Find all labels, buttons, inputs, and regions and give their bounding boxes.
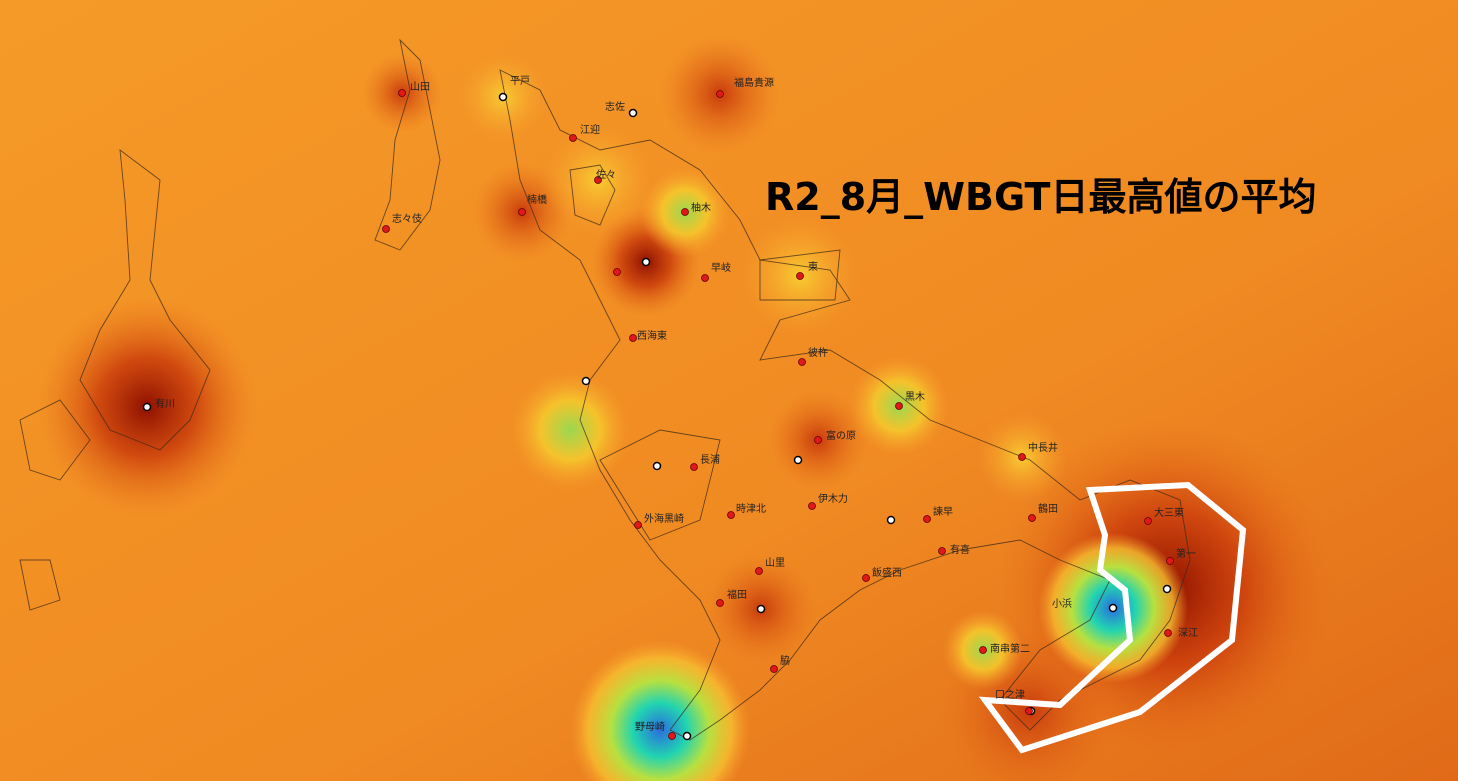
station-label: 彼杵 [808,346,828,359]
station-label: 志々伎 [392,212,422,225]
station-label: 黒木 [905,391,925,403]
station-label: 第一 [1176,547,1196,560]
station-dot [691,464,698,471]
station-dot [980,647,987,654]
station-label: 深江 [1178,627,1198,639]
station-label: 長浦 [700,453,720,466]
station-label: 柚木 [691,201,711,214]
station-label: 外海黒崎 [644,512,684,525]
station-label: 時津北 [736,503,766,515]
station-dot [815,437,822,444]
station-dot [669,733,676,740]
station-label: 楠橋 [527,193,547,206]
map-title: R2_8月_WBGT日最高値の平均 [765,175,1316,219]
station-dot [1145,518,1152,525]
station-dot [630,110,637,117]
station-label: 福島貴源 [734,76,774,89]
station-label: 平戸 [510,75,530,87]
station-dot [630,335,637,342]
station-dot [144,404,151,411]
station-dot [1019,454,1026,461]
station-label: 諫早 [933,505,953,518]
station-label: 飯盛西 [872,566,902,579]
station-label: 中長井 [1028,441,1058,454]
station-dot [1167,558,1174,565]
station-label: 大三東 [1154,506,1184,519]
station-label: 早岐 [711,261,731,274]
station-dot [939,548,946,555]
station-dot [771,666,778,673]
station-dot [1110,605,1117,612]
station-dot [863,575,870,582]
station-dot [717,91,724,98]
station-label: 山里 [765,557,785,569]
station-dot [728,512,735,519]
station-label: 脇 [780,655,790,667]
station-label: 有川 [155,397,175,410]
station-dot [896,403,903,410]
station-dot [383,226,390,233]
station-dot [799,359,806,366]
station-dot [399,90,406,97]
station-dot [1165,630,1172,637]
station-label: 東 [808,260,818,273]
station-dot [702,275,709,282]
station-label: 有喜 [950,543,970,556]
station-label: 佐々 [596,169,616,181]
station-dot [756,568,763,575]
station-label: 南串第二 [990,642,1030,655]
station-dot [809,503,816,510]
station-dot [682,209,689,216]
station-dot [1026,708,1033,715]
map: 山田 平戸志佐 福島貴源江迎佐々志々伎 楠橋柚木早岐 東西海東彼杵有川 黒木富の原中長井長… [0,0,1458,781]
station-dot [717,600,724,607]
station-label: 鶴田 [1038,502,1058,515]
station-label: 富の原 [826,429,856,442]
station-dot [797,273,804,280]
station-label: 小浜 [1052,598,1072,610]
station-label: 山田 [410,81,430,93]
station-dot [635,522,642,529]
station-dot [500,94,507,101]
station-label: 伊木力 [818,492,848,505]
station-label: 口之津 [995,688,1025,701]
station-dot [519,209,526,216]
station-dot [570,135,577,142]
station-label: 福田 [727,588,747,601]
station-label: 野母崎 [635,720,665,733]
station-label: 志佐 [605,100,625,113]
station-dot [1029,515,1036,522]
station-dot [924,516,931,523]
station-label: 江迎 [580,124,600,136]
station-label: 西海東 [637,329,667,342]
